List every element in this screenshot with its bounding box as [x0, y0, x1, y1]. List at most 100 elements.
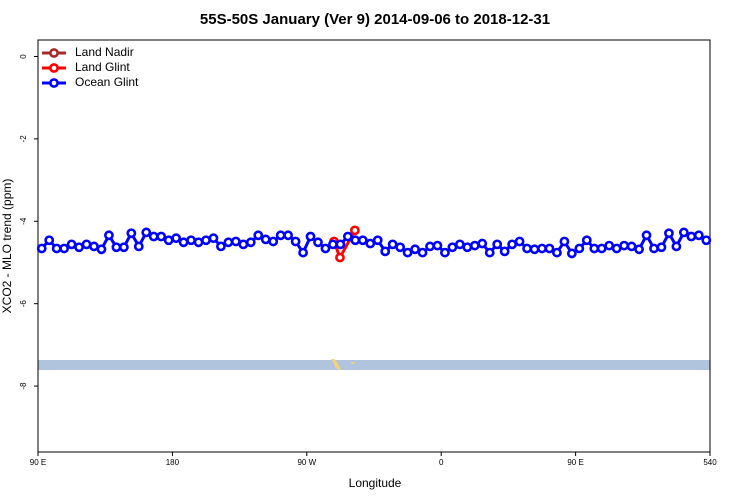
- x-tick-label: 180: [166, 458, 180, 467]
- point: [499, 246, 510, 257]
- point: [268, 236, 279, 247]
- point: [156, 231, 167, 242]
- point: [522, 243, 532, 254]
- point: [290, 236, 301, 247]
- point: [230, 236, 241, 247]
- point: [193, 237, 204, 248]
- point: [104, 230, 114, 241]
- y-tick-label: -2: [19, 135, 28, 143]
- point: [507, 239, 518, 250]
- point: [634, 244, 644, 255]
- point: [410, 244, 420, 255]
- x-axis-label: Longitude: [349, 476, 402, 490]
- point: [163, 235, 174, 246]
- legend-marker: [49, 63, 59, 73]
- point: [350, 235, 361, 246]
- x-tick-label: 90 W: [297, 458, 316, 467]
- legend-label: Land Nadir: [75, 45, 134, 59]
- point: [118, 242, 129, 253]
- point: [216, 241, 226, 252]
- point: [544, 243, 555, 254]
- point: [81, 239, 92, 250]
- point: [484, 247, 495, 258]
- point: [96, 244, 107, 255]
- point: [223, 237, 234, 248]
- point: [686, 231, 697, 242]
- point: [141, 227, 152, 238]
- point: [589, 243, 600, 254]
- legend-label: Ocean Glint: [75, 75, 139, 89]
- point: [469, 240, 480, 251]
- point: [36, 243, 47, 254]
- point: [171, 233, 182, 244]
- point: [380, 246, 391, 257]
- point: [111, 242, 122, 253]
- point: [342, 231, 353, 242]
- y-tick-label: -6: [19, 300, 28, 308]
- point: [238, 239, 249, 250]
- point: [133, 241, 144, 252]
- point: [357, 235, 368, 246]
- point: [305, 231, 316, 242]
- point: [454, 239, 465, 250]
- point: [387, 239, 398, 250]
- point: [671, 241, 682, 252]
- y-tick-label: -8: [19, 382, 28, 390]
- point: [313, 237, 323, 248]
- point: [462, 242, 473, 253]
- x-tick-label: 0: [439, 458, 444, 467]
- point: [275, 230, 286, 241]
- point: [51, 243, 62, 254]
- point: [59, 243, 70, 254]
- point: [693, 230, 704, 241]
- point: [566, 248, 577, 259]
- point: [253, 230, 264, 241]
- point: [201, 235, 211, 246]
- point: [596, 243, 607, 254]
- chart-title: 55S-50S January (Ver 9) 2014-09-06 to 20…: [200, 11, 550, 28]
- x-tick-label: 90 E: [567, 458, 583, 467]
- point: [626, 241, 637, 252]
- point: [492, 239, 503, 250]
- point: [552, 247, 562, 258]
- point: [678, 227, 689, 238]
- point: [245, 237, 256, 248]
- point: [44, 235, 55, 246]
- point: [649, 243, 659, 254]
- x-tick-label: 90 E: [30, 458, 46, 467]
- point: [320, 243, 331, 254]
- point: [402, 247, 413, 258]
- map-strip: [38, 360, 710, 370]
- point: [604, 240, 615, 251]
- legend-label: Land Glint: [75, 60, 130, 74]
- point: [74, 242, 84, 253]
- point: [619, 240, 630, 251]
- point: [335, 239, 346, 250]
- point: [126, 228, 137, 239]
- point: [372, 235, 383, 246]
- point: [417, 247, 428, 258]
- point: [529, 244, 540, 255]
- y-axis-label: XCO2 - MLO trend (ppm): [0, 179, 14, 314]
- point: [365, 238, 376, 249]
- point: [664, 228, 674, 239]
- legend-marker: [49, 48, 59, 58]
- y-tick-label: 0: [19, 54, 28, 59]
- x-tick-label: 540: [703, 458, 717, 467]
- point: [425, 241, 435, 252]
- point: [89, 241, 99, 252]
- point: [283, 230, 294, 241]
- point: [559, 236, 570, 247]
- point: [440, 247, 450, 258]
- point: [701, 235, 712, 246]
- point: [611, 243, 622, 254]
- point: [148, 231, 159, 242]
- legend-marker: [49, 78, 59, 88]
- point: [208, 233, 219, 244]
- point: [349, 225, 360, 236]
- point: [66, 239, 77, 250]
- land-patch: [331, 359, 341, 370]
- point: [447, 242, 458, 253]
- point: [432, 240, 443, 251]
